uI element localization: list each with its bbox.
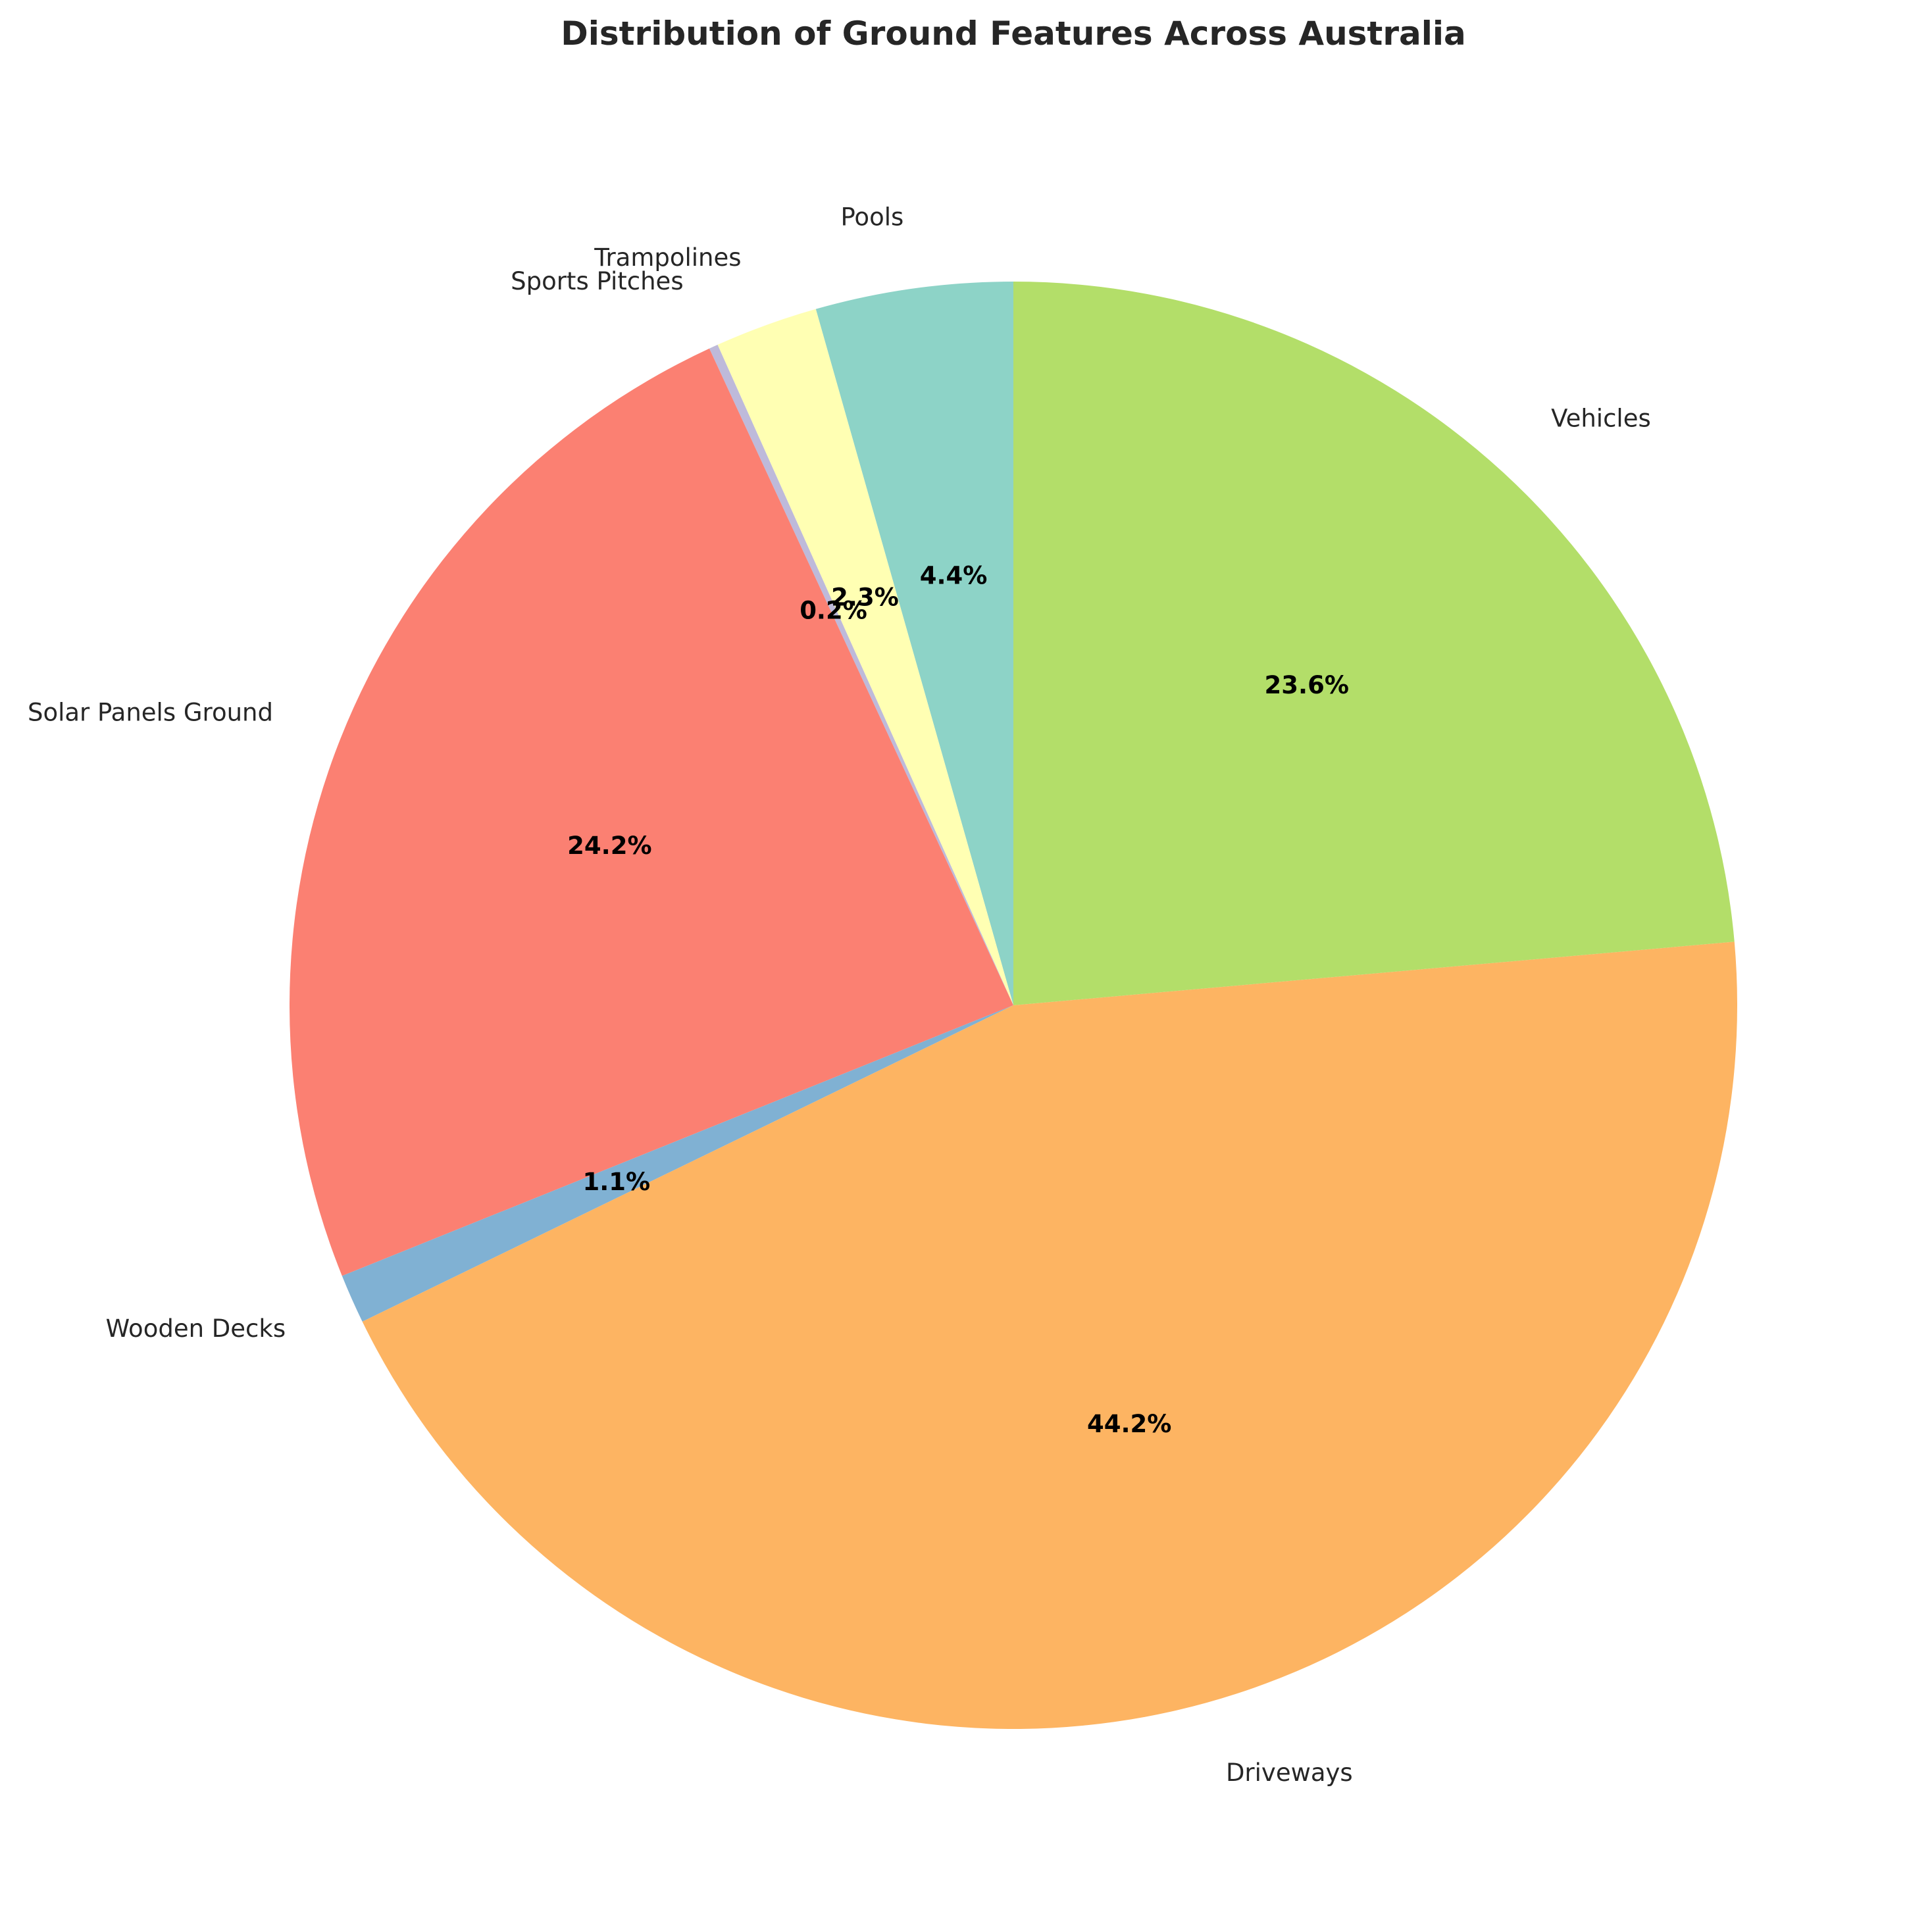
pct-label-driveways: 44.2% xyxy=(1087,1410,1171,1438)
slice-label-trampolines: Trampolines xyxy=(594,243,741,272)
pie-percentage-labels: 4.4% 2.3%0.2% 24.2% 1.1% 44.2% 23.6% xyxy=(567,561,1349,1438)
pie-slice-vehicles xyxy=(1013,282,1735,1005)
slice-label-sports-pitches: Sports Pitches xyxy=(511,267,684,295)
slice-label-wooden-decks: Wooden Decks xyxy=(106,1314,286,1343)
pie-slice-sports-pitches xyxy=(709,345,1013,1005)
slice-label-vehicles: Vehicles xyxy=(1551,405,1651,433)
pct-label-vehicles: 23.6% xyxy=(1265,671,1349,699)
slice-label-driveways: Driveways xyxy=(1226,1759,1353,1787)
pie-slice-trampolines xyxy=(717,309,1013,1005)
pie-slices xyxy=(289,282,1738,1730)
pct-label-sports-pitches: 0.2% xyxy=(800,596,867,624)
chart-title: Distribution of Ground Features Across A… xyxy=(561,14,1466,53)
pct-label-wooden-decks: 1.1% xyxy=(582,1168,650,1196)
pie-slice-solar-panels-ground xyxy=(289,348,1013,1276)
pie-slice-wooden-decks xyxy=(342,1005,1013,1322)
pct-label-trampolines: 2.3% xyxy=(831,584,899,612)
slice-label-pools: Pools xyxy=(840,203,903,232)
slice-label-solar-panels-ground: Solar Panels Ground xyxy=(28,699,273,727)
pct-label-solar-panels-ground: 24.2% xyxy=(567,832,651,860)
pct-label-pools: 4.4% xyxy=(920,561,988,589)
pie-slice-driveways xyxy=(362,941,1738,1730)
pie-slice-pools xyxy=(815,282,1013,1005)
